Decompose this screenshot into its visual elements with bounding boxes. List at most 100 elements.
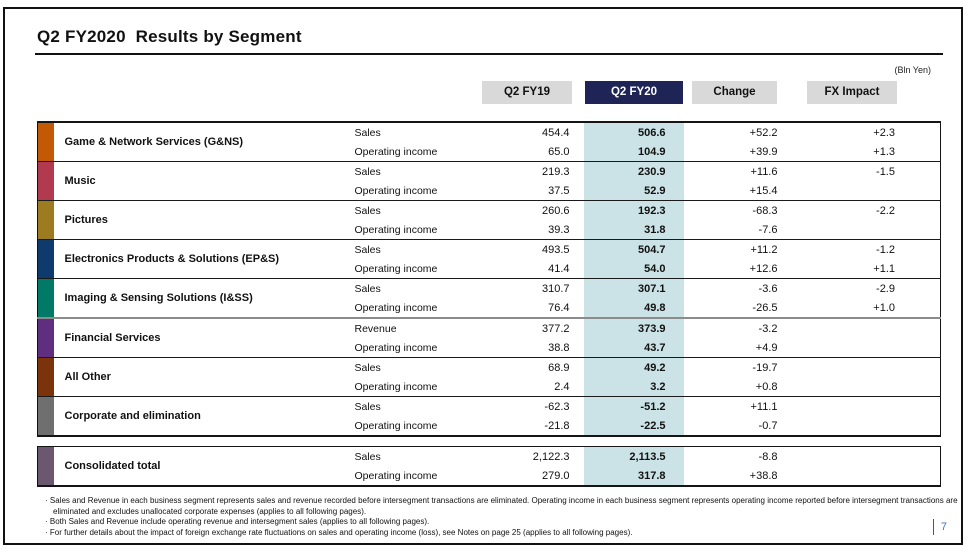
metric-label: Operating income bbox=[354, 469, 438, 482]
value-q2fy20: 307.1 bbox=[583, 278, 684, 298]
segment-color-chip bbox=[37, 278, 54, 318]
value-q2fy20: 373.9 bbox=[583, 317, 684, 338]
column-header-fx-impact: FX Impact bbox=[807, 81, 897, 104]
value-change: -68.3 bbox=[683, 200, 794, 220]
table-row: Operating income 37.5 52.9 +15.4 bbox=[38, 181, 941, 201]
value-fx-impact bbox=[794, 220, 941, 240]
value-q2fy19: 377.2 bbox=[473, 317, 584, 338]
table-row: Game & Network Services (G&NS) Sales 454… bbox=[37, 122, 941, 162]
segment-color-chip bbox=[37, 200, 54, 240]
segment-color-chip bbox=[37, 446, 54, 486]
value-q2fy20: 192.3 bbox=[583, 200, 684, 220]
value-q2fy20: -22.5 bbox=[583, 416, 684, 436]
segment-name: Imaging & Sensing Solutions (I&SS) bbox=[53, 278, 344, 318]
value-q2fy19: 76.4 bbox=[548, 301, 570, 314]
value-q2fy19: 310.7 bbox=[473, 278, 584, 298]
footnote-line: · Both Sales and Revenue include operati… bbox=[45, 517, 430, 527]
value-change: +12.6 bbox=[749, 262, 778, 275]
segment-name: Music bbox=[53, 161, 344, 201]
value-fx-impact: -1.5 bbox=[793, 161, 941, 181]
value-change: +52.2 bbox=[749, 126, 778, 139]
value-fx-impact bbox=[794, 181, 941, 201]
value-change: -3.6 bbox=[683, 278, 794, 298]
value-q2fy20: 317.8 bbox=[583, 466, 684, 486]
page-number: 7 bbox=[932, 519, 947, 535]
value-q2fy19: 2,122.3 bbox=[532, 450, 570, 463]
table-row: Operating income 2.4 3.2 +0.8 bbox=[38, 377, 941, 397]
value-q2fy20: 43.7 bbox=[583, 338, 684, 358]
footnotes: · Sales and Revenue in each business seg… bbox=[45, 496, 961, 538]
value-fx-impact bbox=[794, 338, 941, 358]
table-row: Operating income 279.0 317.8 +38.8 bbox=[38, 466, 941, 486]
segment-name: Game & Network Services (G&NS) bbox=[64, 136, 244, 148]
value-q2fy19: 68.9 bbox=[473, 357, 584, 377]
value-change: +4.9 bbox=[755, 341, 778, 354]
segment-color-chip bbox=[37, 317, 54, 358]
value-q2fy20: 31.8 bbox=[583, 220, 684, 240]
column-header-q2fy20: Q2 FY20 bbox=[585, 81, 683, 104]
value-q2fy19: 454.4 bbox=[541, 126, 570, 139]
value-change: -3.2 bbox=[683, 317, 794, 338]
value-change: +11.1 bbox=[683, 396, 794, 416]
value-change: +11.6 bbox=[683, 161, 794, 181]
value-q2fy20: 504.7 bbox=[583, 239, 684, 259]
column-header-change: Change bbox=[692, 81, 777, 104]
value-fx-impact bbox=[794, 447, 941, 467]
value-q2fy20: 506.6 bbox=[583, 122, 684, 142]
metric-label: Sales bbox=[343, 239, 474, 259]
value-fx-impact: -2.9 bbox=[793, 278, 941, 298]
metric-label: Sales bbox=[343, 161, 474, 181]
metric-label: Operating income bbox=[354, 262, 438, 275]
value-q2fy19: -21.8 bbox=[544, 419, 570, 432]
table-row: Pictures Sales 260.6 192.3 -68.3 -2.2 bbox=[37, 200, 941, 240]
value-fx-impact: -1.2 bbox=[793, 239, 941, 259]
metric-label: Sales bbox=[354, 126, 381, 139]
table-row: Corporate and elimination Sales -62.3 -5… bbox=[37, 396, 941, 436]
slide-content: Q2 FY2020 Results by Segment (Bln Yen) Q… bbox=[5, 9, 961, 543]
value-q2fy20: 54.0 bbox=[583, 259, 684, 279]
segment-color-chip bbox=[37, 357, 54, 397]
metric-label: Operating income bbox=[354, 419, 438, 432]
value-fx-impact bbox=[794, 466, 941, 486]
value-change: -19.7 bbox=[683, 357, 794, 377]
metric-label: Operating income bbox=[354, 184, 438, 197]
value-q2fy19: 39.3 bbox=[548, 223, 570, 236]
value-change: +38.8 bbox=[749, 469, 778, 482]
table-row: Operating income 38.8 43.7 +4.9 bbox=[38, 338, 941, 358]
header-spacer bbox=[37, 81, 473, 104]
table-row: Imaging & Sensing Solutions (I&SS) Sales… bbox=[37, 278, 941, 318]
value-q2fy19: 260.6 bbox=[473, 200, 584, 220]
value-q2fy19: 493.5 bbox=[473, 239, 584, 259]
value-fx-impact bbox=[793, 317, 941, 338]
metric-label: Sales bbox=[343, 357, 474, 377]
metric-label: Sales bbox=[343, 396, 474, 416]
metric-label: Sales bbox=[343, 278, 474, 298]
value-fx-impact: +1.3 bbox=[873, 145, 895, 158]
segment-name: Consolidated total bbox=[64, 460, 161, 472]
segment-color-chip bbox=[37, 239, 54, 279]
value-change: -0.7 bbox=[758, 419, 778, 432]
value-q2fy20: 230.9 bbox=[583, 161, 684, 181]
value-change: +11.2 bbox=[683, 239, 794, 259]
value-q2fy19: 279.0 bbox=[541, 469, 570, 482]
value-fx-impact bbox=[794, 377, 941, 397]
segment-color-chip bbox=[37, 396, 54, 436]
segment-name: Electronics Products & Solutions (EP&S) bbox=[53, 239, 344, 279]
consolidated-total-table: Consolidated total Sales 2,122.3 2,113.5… bbox=[37, 446, 941, 487]
metric-label: Operating income bbox=[354, 341, 438, 354]
value-q2fy19: 2.4 bbox=[554, 380, 570, 393]
value-change: -8.8 bbox=[758, 450, 778, 463]
metric-label: Revenue bbox=[343, 317, 474, 338]
value-change: -7.6 bbox=[758, 223, 778, 236]
table-row: Electronics Products & Solutions (EP&S) … bbox=[37, 239, 941, 279]
table-row: Operating income 65.0 104.9 +39.9 +1.3 bbox=[38, 142, 941, 162]
segment-results-table: Game & Network Services (G&NS) Sales 454… bbox=[37, 121, 941, 437]
value-q2fy19: 38.8 bbox=[548, 341, 570, 354]
segment-color-chip bbox=[37, 161, 54, 201]
table-row: Music Sales 219.3 230.9 +11.6 -1.5 bbox=[37, 161, 941, 201]
table-row: Financial Services Revenue 377.2 373.9 -… bbox=[37, 317, 941, 358]
value-fx-impact bbox=[794, 416, 941, 436]
segment-color-chip bbox=[37, 122, 54, 162]
column-header-q2fy19: Q2 FY19 bbox=[482, 81, 572, 104]
footnote-line: · For further details about the impact o… bbox=[45, 527, 633, 537]
